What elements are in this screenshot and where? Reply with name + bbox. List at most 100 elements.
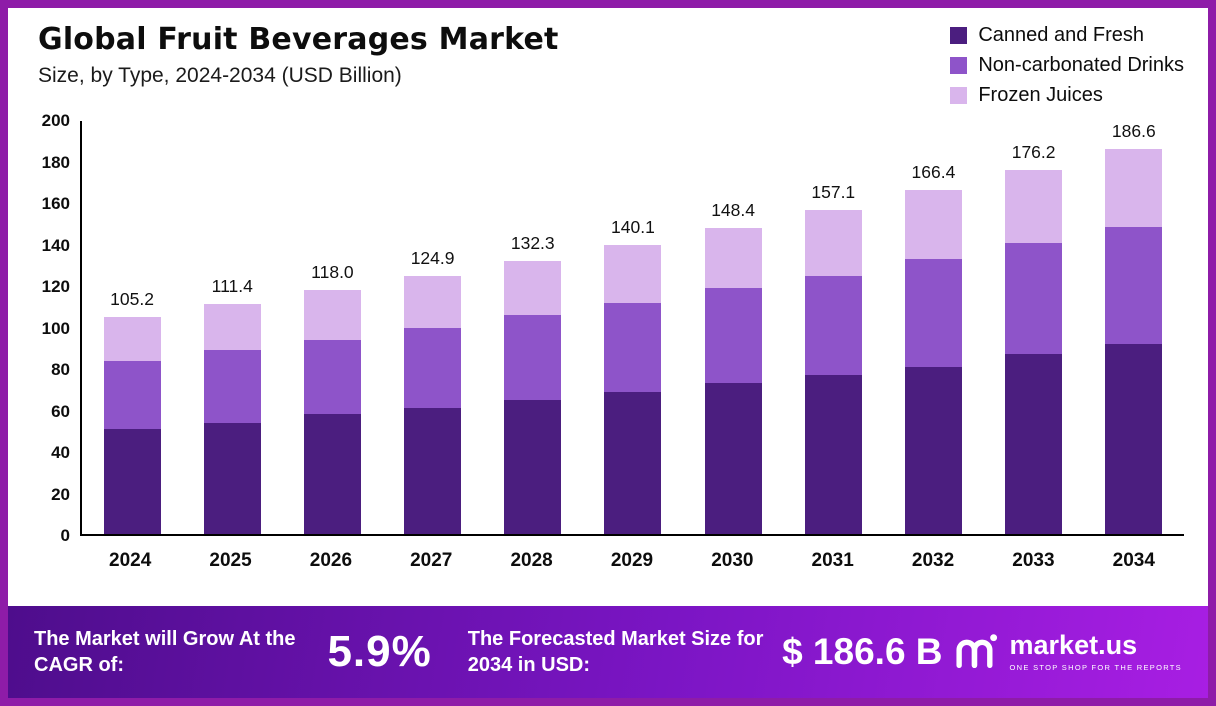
legend-item-canned-and-fresh: Canned and Fresh [950,24,1184,47]
bar-segment-non-carbonated-drinks-2024 [103,360,161,429]
y-tick-80: 80 [51,360,70,379]
bar-column-2030: 148.4 [689,121,777,534]
header: Global Fruit Beverages Market Size, by T… [8,8,1208,107]
forecast-value: $ 186.6 B [782,631,943,672]
bar-column-2027: 124.9 [389,121,477,534]
bar-segment-canned-and-fresh-2032 [904,366,962,534]
bar-column-2032: 166.4 [889,121,977,534]
legend-label: Frozen Juices [978,84,1103,106]
y-tick-0: 0 [60,526,70,545]
bar-segment-non-carbonated-drinks-2025 [203,350,261,423]
x-label-2030: 2030 [711,550,754,571]
bar-column-2031: 157.1 [789,121,877,534]
bar-total-label-2034: 186.6 [1111,121,1156,141]
x-label-2031: 2031 [811,550,854,571]
bar-segment-canned-and-fresh-2026 [303,414,361,534]
legend-item-frozen-juices: Frozen Juices [950,84,1184,107]
bar-segment-canned-and-fresh-2034 [1105,344,1163,534]
x-label-2028: 2028 [510,550,553,571]
bar-segment-canned-and-fresh-2024 [103,428,161,534]
bar-segment-non-carbonated-drinks-2029 [604,302,662,392]
legend-swatch-non-carbonated-drinks [950,57,968,74]
plot-area: 105.2 111.4 118.0 124.9 132.3 140.1 148.4 157.1… [80,121,1184,536]
y-tick-160: 160 [41,194,70,213]
y-tick-180: 180 [41,152,70,172]
y-tick-100: 100 [41,318,70,338]
page-title: Global Fruit Beverages Market [38,22,559,57]
bar-column-2024: 105.2 [88,121,176,534]
bar-total-label-2026: 118.0 [311,262,354,283]
legend-item-non-carbonated-drinks: Non-carbonated Drinks [950,54,1184,77]
bar-segment-non-carbonated-drinks-2034 [1105,226,1163,345]
bar-segment-non-carbonated-drinks-2028 [504,315,562,400]
bar-column-2026: 118.0 [288,121,376,534]
bar-total-label-2025: 111.4 [211,275,253,296]
bar-total-label-2031: 157.1 [811,181,856,202]
legend: Canned and Fresh Non-carbonated Drinks F… [950,22,1184,107]
chart: 0 20 40 60 80 100 120 140 160 180 200 105.2 111.4 11… [8,107,1208,578]
bar-segment-frozen-juices-2031 [804,209,862,276]
bar-segment-frozen-juices-2033 [1005,170,1063,243]
legend-swatch-canned-and-fresh [950,27,968,44]
bar-column-2034: 186.6 [1090,121,1178,534]
bar-total-label-2027: 124.9 [410,248,455,269]
y-tick-20: 20 [51,484,70,504]
y-tick-60: 60 [51,401,70,421]
y-tick-40: 40 [51,443,70,462]
footer-banner: The Market will Grow At the CAGR of: 5.9… [8,606,1208,698]
forecast-label: The Forecasted Market Size for 2034 in U… [467,628,764,676]
y-tick-120: 120 [41,277,70,296]
bar-total-label-2029: 140.1 [611,216,655,237]
bar-total-label-2032: 166.4 [911,162,956,183]
bar-segment-canned-and-fresh-2030 [704,383,762,534]
bar-segment-canned-and-fresh-2029 [604,391,662,534]
bar-segment-non-carbonated-drinks-2026 [303,339,361,415]
x-label-2027: 2027 [410,550,453,571]
bar-segment-non-carbonated-drinks-2031 [804,275,862,375]
x-label-2024: 2024 [109,550,152,571]
market-us-logo-icon [953,627,999,678]
brand-text: market.us ONE STOP SHOP FOR THE REPORTS [1009,630,1182,673]
brand-tagline: ONE STOP SHOP FOR THE REPORTS [1009,663,1182,672]
bar-segment-non-carbonated-drinks-2032 [904,259,962,367]
bar-segment-canned-and-fresh-2033 [1005,354,1063,534]
bar-segment-non-carbonated-drinks-2027 [404,327,462,409]
bar-total-label-2030: 148.4 [711,199,755,220]
bar-total-label-2028: 132.3 [510,232,555,253]
x-label-2026: 2026 [309,550,353,571]
brand-name: market.us [1009,630,1138,660]
bar-segment-non-carbonated-drinks-2030 [704,288,762,384]
y-axis: 0 20 40 60 80 100 120 140 160 180 200 [22,111,80,545]
bar-segment-frozen-juices-2026 [303,290,361,340]
bar-total-label-2024: 105.2 [110,288,154,309]
y-tick-140: 140 [41,235,70,255]
bar-column-2028: 132.3 [489,121,577,534]
page-subtitle: Size, by Type, 2024-2034 (USD Billion) [38,64,402,87]
bar-total-label-2033: 176.2 [1011,142,1056,163]
bar-segment-non-carbonated-drinks-2033 [1005,242,1063,355]
bar-segment-canned-and-fresh-2025 [203,422,261,534]
bar-segment-canned-and-fresh-2027 [404,408,462,534]
bar-column-2033: 176.2 [990,121,1078,534]
x-label-2033: 2033 [1012,550,1055,571]
bar-segment-frozen-juices-2025 [203,303,261,351]
x-label-2034: 2034 [1112,550,1155,571]
x-label-2025: 2025 [209,550,252,571]
bar-column-2029: 140.1 [589,121,677,534]
x-axis-spacer [22,536,80,578]
x-label-2029: 2029 [610,550,654,571]
legend-swatch-frozen-juices [950,87,968,104]
title-block: Global Fruit Beverages Market Size, by T… [38,22,559,88]
brand-block: market.us ONE STOP SHOP FOR THE REPORTS [953,627,1182,678]
legend-label: Canned and Fresh [978,24,1145,46]
bar-segment-frozen-juices-2030 [704,227,762,289]
bar-segment-frozen-juices-2029 [604,244,662,303]
bar-segment-canned-and-fresh-2031 [804,375,862,534]
bar-segment-canned-and-fresh-2028 [504,399,562,534]
cagr-label: The Market will Grow At the CAGR of: [34,628,296,676]
bar-column-2025: 111.4 [188,121,276,534]
y-tick-200: 200 [41,111,70,130]
cagr-value: 5.9% [327,627,432,676]
bar-segment-frozen-juices-2027 [404,276,462,328]
bar-segment-frozen-juices-2028 [504,260,562,316]
